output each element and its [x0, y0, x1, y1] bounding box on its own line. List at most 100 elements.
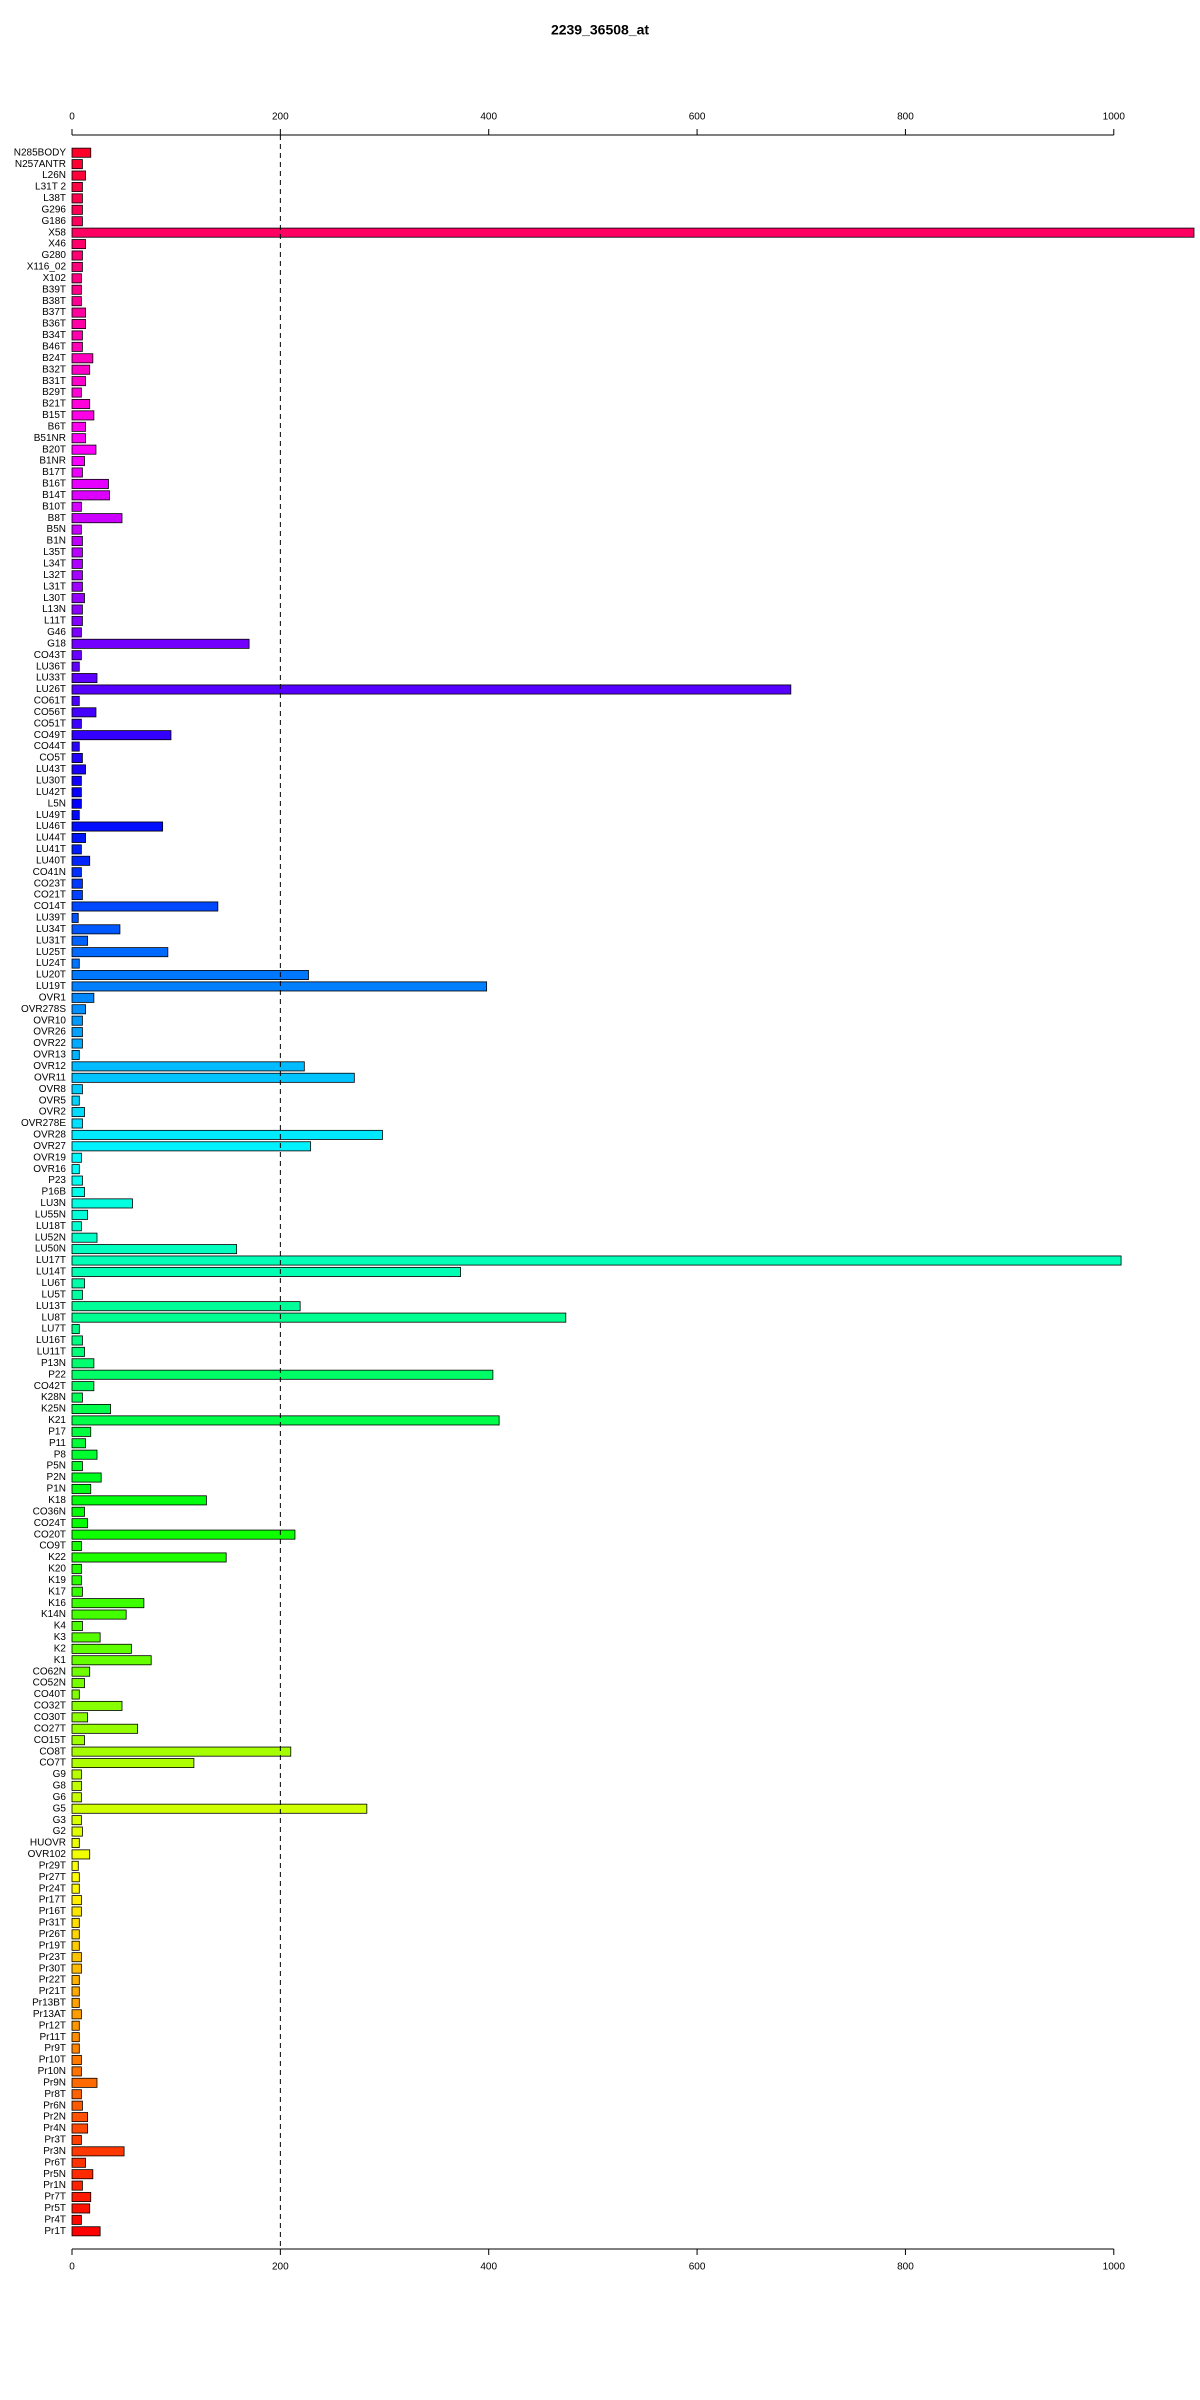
- bar: [71, 1655, 152, 1666]
- y-tick-label: LU20T: [36, 970, 66, 981]
- bar: [71, 1392, 83, 1403]
- y-tick-label: CO21T: [34, 890, 66, 901]
- y-tick-label: OVR19: [33, 1152, 66, 1163]
- y-tick-label: Pr27T: [39, 1872, 66, 1883]
- y-tick-label: CO24T: [34, 1518, 66, 1529]
- bar: [71, 1860, 79, 1871]
- y-tick-label: LU44T: [36, 833, 66, 844]
- y-tick-label: CO7T: [39, 1758, 66, 1769]
- bar: [71, 524, 82, 535]
- y-tick-label: K22: [48, 1552, 66, 1563]
- y-tick-label: LU55N: [35, 1209, 66, 1220]
- y-tick-label: K21: [48, 1415, 66, 1426]
- y-tick-label: OVR16: [33, 1164, 66, 1175]
- bar: [71, 1803, 368, 1814]
- bar: [71, 1986, 80, 1997]
- bar: [71, 1061, 305, 1072]
- bar: [71, 1929, 80, 1940]
- y-tick-label: CO36N: [33, 1506, 66, 1517]
- y-tick-label: B17T: [42, 467, 66, 478]
- bar: [71, 501, 82, 512]
- bar: [71, 398, 91, 409]
- bar: [71, 1666, 91, 1677]
- y-tick-label: L31T: [43, 581, 66, 592]
- bar: [71, 604, 83, 615]
- bar: [71, 1826, 83, 1837]
- bar: [71, 2214, 82, 2225]
- y-tick-label: P13N: [41, 1358, 66, 1369]
- y-tick-label: Pr23T: [39, 1952, 66, 1963]
- bar: [71, 513, 123, 524]
- bar: [71, 832, 86, 843]
- bar: [71, 718, 82, 729]
- bar: [71, 1906, 82, 1917]
- bar: [71, 924, 121, 935]
- bar: [71, 1838, 80, 1848]
- y-tick-label: CO8T: [39, 1746, 66, 1757]
- bar: [71, 2032, 80, 2043]
- y-tick-label: LU11T: [37, 1347, 66, 1358]
- y-tick-label: CO51T: [34, 718, 66, 729]
- y-tick-label: B16T: [42, 479, 66, 490]
- bar: [71, 1209, 89, 1220]
- bar: [71, 650, 82, 661]
- y-tick-label: G18: [47, 638, 66, 649]
- y-tick-label: K3: [54, 1632, 67, 1643]
- y-tick-label: Pr19T: [39, 1940, 66, 1951]
- bar: [71, 1438, 86, 1449]
- y-tick-label: Pr30T: [39, 1963, 66, 1974]
- bar: [71, 444, 97, 455]
- bar: [71, 1575, 82, 1586]
- y-tick-label: CO44T: [34, 741, 66, 752]
- bar: [71, 1872, 80, 1883]
- y-tick-label: B36T: [42, 319, 66, 330]
- y-tick-label: K20: [48, 1564, 66, 1575]
- bar: [71, 558, 83, 569]
- bar: [71, 147, 92, 158]
- y-tick-label: G46: [47, 627, 66, 638]
- bar: [71, 1609, 127, 1620]
- y-tick-label: Pr9T: [44, 2043, 66, 2054]
- x-tick-label: 0: [69, 2262, 75, 2273]
- y-tick-label: CO41N: [33, 867, 66, 878]
- y-tick-label: L5N: [48, 798, 66, 809]
- y-tick-label: B10T: [42, 501, 66, 512]
- y-tick-label: OVR11: [34, 1072, 66, 1083]
- bar: [71, 1997, 80, 2008]
- y-tick-label: Pr3T: [44, 2135, 66, 2146]
- bar: [71, 1095, 80, 1106]
- bar: [71, 490, 110, 501]
- y-tick-label: L11T: [44, 616, 66, 627]
- bar: [71, 330, 83, 341]
- y-tick-label: Pr11T: [40, 2032, 67, 2043]
- bar: [71, 1529, 296, 1540]
- y-tick-label: LU31T: [36, 935, 66, 946]
- y-tick-label: P2N: [47, 1472, 66, 1483]
- y-tick-label: LU18T: [36, 1221, 66, 1232]
- y-tick-label: Pr2N: [43, 2112, 66, 2123]
- bar: [71, 1883, 80, 1894]
- bar: [71, 1426, 92, 1437]
- bar: [71, 1072, 355, 1083]
- y-tick-label: B5N: [47, 524, 66, 535]
- bar: [71, 1232, 98, 1243]
- bar: [71, 821, 164, 832]
- bar: [71, 353, 94, 364]
- bar: [71, 593, 85, 604]
- bar: [71, 182, 83, 192]
- bar: [71, 2146, 125, 2157]
- x-tick-label: 800: [897, 2262, 914, 2273]
- bar: [71, 1015, 83, 1026]
- y-tick-label: Pr13AT: [33, 2009, 66, 2020]
- y-tick-label: Pr22T: [39, 1975, 66, 1986]
- y-tick-label: CO27T: [34, 1723, 66, 1734]
- y-tick-label: P8: [54, 1449, 67, 1460]
- y-tick-label: G8: [53, 1781, 67, 1792]
- bar: [71, 627, 82, 638]
- y-tick-label: L26N: [42, 170, 66, 181]
- y-tick-label: G2: [53, 1826, 67, 1837]
- bar: [71, 912, 79, 923]
- bar: [71, 1449, 98, 1460]
